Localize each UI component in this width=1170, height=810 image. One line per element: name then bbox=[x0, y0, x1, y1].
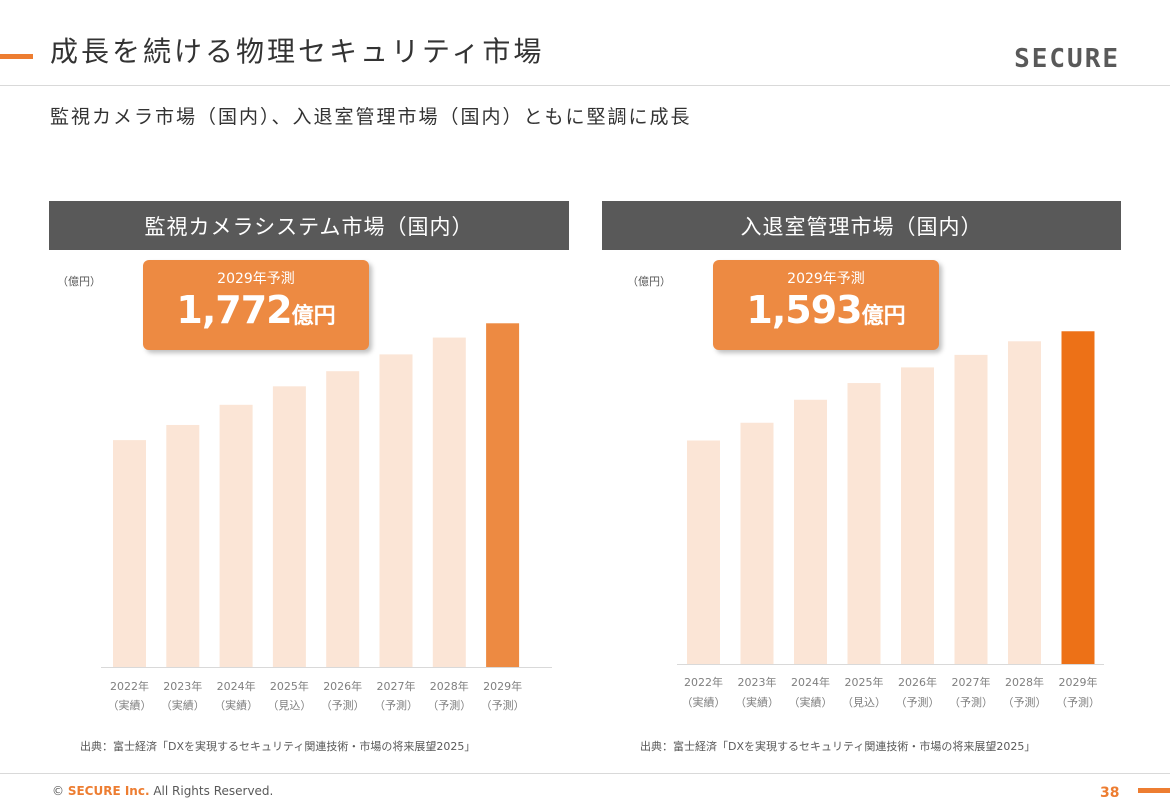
bar-2023年 bbox=[740, 422, 774, 664]
bar-2029年 bbox=[1061, 331, 1095, 664]
x-tick-year: 2028年 bbox=[430, 679, 469, 693]
x-tick-note: （実績） bbox=[214, 698, 258, 712]
x-tick-note: （予測） bbox=[949, 695, 993, 709]
x-tick-year: 2025年 bbox=[270, 679, 309, 693]
callout-unit: 億円 bbox=[861, 304, 906, 329]
x-tick-year: 2023年 bbox=[738, 675, 777, 689]
footer-divider bbox=[0, 773, 1170, 774]
title-divider bbox=[0, 85, 1170, 86]
bar-2026年 bbox=[901, 367, 934, 664]
page-number: 38 bbox=[1100, 785, 1120, 801]
copyright-brand: SECURE Inc. bbox=[67, 784, 150, 798]
bar-2029年 bbox=[486, 323, 520, 667]
surveillance-camera-panel: 監視カメラシステム市場（国内） （億円） 2022年 （実績） 2023年 （実績） 2… bbox=[49, 201, 569, 761]
forecast-callout: 2029年予測 1,772億円 bbox=[143, 260, 369, 350]
bar-2024年 bbox=[794, 399, 827, 664]
callout-number: 1,593 bbox=[746, 288, 862, 332]
unit-label: （億円） bbox=[57, 275, 101, 288]
x-tick-year: 2028年 bbox=[1005, 675, 1044, 689]
x-tick-note: （予測） bbox=[1056, 695, 1100, 709]
x-tick-year: 2029年 bbox=[1059, 675, 1098, 689]
x-tick-note: （実績） bbox=[682, 695, 726, 709]
x-tick-note: （予測） bbox=[1003, 695, 1047, 709]
x-tick-note: （実績） bbox=[789, 695, 833, 709]
bar-2028年 bbox=[1008, 341, 1041, 664]
footer-accent-bar bbox=[1138, 788, 1170, 793]
source-note: 出典：富士経済「DXを実現するセキュリティ関連技術・市場の将来展望2025」 bbox=[640, 740, 1036, 753]
bar-2027年 bbox=[379, 354, 413, 667]
page-subtitle: 監視カメラ市場（国内）、入退室管理市場（国内）ともに堅調に成長 bbox=[50, 106, 692, 128]
x-tick-note: （見込） bbox=[842, 696, 886, 709]
bar-2023年 bbox=[166, 424, 200, 667]
title-accent-bar bbox=[0, 54, 33, 59]
callout-label: 2029年予測 bbox=[217, 271, 295, 287]
copyright-prefix: © bbox=[52, 784, 68, 798]
x-tick-year: 2029年 bbox=[483, 679, 522, 693]
x-tick-year: 2024年 bbox=[217, 679, 256, 693]
copyright-suffix: All Rights Reserved. bbox=[149, 784, 274, 798]
bar-2024年 bbox=[219, 404, 253, 667]
x-tick-year: 2027年 bbox=[377, 679, 416, 693]
x-tick-year: 2023年 bbox=[163, 679, 202, 693]
access-control-panel: 入退室管理市場（国内） （億円） 2022年 （実績） 2023年 （実績） 2024年… bbox=[602, 201, 1121, 761]
callout-number: 1,772 bbox=[176, 288, 292, 332]
x-tick-year: 2024年 bbox=[791, 675, 830, 689]
callout-label: 2029年予測 bbox=[787, 271, 865, 287]
x-tick-note: （予測） bbox=[481, 698, 525, 712]
x-tick-note: （予測） bbox=[427, 698, 471, 712]
x-tick-year: 2027年 bbox=[952, 675, 991, 689]
x-tick-year: 2022年 bbox=[110, 679, 149, 693]
callout-value: 1,593億円 bbox=[713, 288, 939, 332]
bar-chart: 2022年 （実績） 2023年 （実績） 2024年 （実績） 2025年 （見込） 2026… bbox=[677, 331, 1104, 709]
x-tick-year: 2026年 bbox=[898, 675, 937, 689]
x-tick-note: （実績） bbox=[161, 698, 205, 712]
page-title: 成長を続ける物理セキュリティ市場 bbox=[50, 35, 545, 68]
bar-2022年 bbox=[687, 440, 720, 664]
callout-unit: 億円 bbox=[291, 304, 336, 329]
bar-2028年 bbox=[432, 337, 466, 667]
x-tick-note: （予測） bbox=[374, 698, 418, 712]
bar-2027年 bbox=[954, 354, 988, 664]
x-tick-year: 2022年 bbox=[684, 675, 723, 689]
copyright: © SECURE Inc. All Rights Reserved. bbox=[52, 784, 273, 798]
callout-value: 1,772億円 bbox=[143, 288, 369, 332]
panel-header: 監視カメラシステム市場（国内） bbox=[49, 201, 569, 250]
x-tick-note: （実績） bbox=[108, 698, 152, 712]
forecast-callout: 2029年予測 1,593億円 bbox=[713, 260, 939, 350]
source-note: 出典：富士経済「DXを実現するセキュリティ関連技術・市場の将来展望2025」 bbox=[80, 740, 476, 753]
panel-header: 入退室管理市場（国内） bbox=[602, 201, 1121, 250]
bar-2026年 bbox=[326, 371, 360, 667]
bar-2022年 bbox=[113, 440, 146, 667]
x-tick-year: 2025年 bbox=[845, 675, 884, 689]
x-tick-note: （見込） bbox=[267, 699, 311, 712]
bar-chart: 2022年 （実績） 2023年 （実績） 2024年 （実績） 2025年 （見込） 2026… bbox=[101, 323, 552, 712]
bar-2025年 bbox=[272, 386, 306, 667]
x-tick-note: （予測） bbox=[896, 695, 940, 709]
x-tick-note: （予測） bbox=[321, 698, 365, 712]
x-tick-note: （実績） bbox=[735, 695, 779, 709]
secure-logo: SECURE bbox=[1014, 44, 1120, 74]
x-tick-year: 2026年 bbox=[323, 679, 362, 693]
unit-label: （億円） bbox=[627, 275, 671, 288]
bar-2025年 bbox=[847, 383, 881, 664]
